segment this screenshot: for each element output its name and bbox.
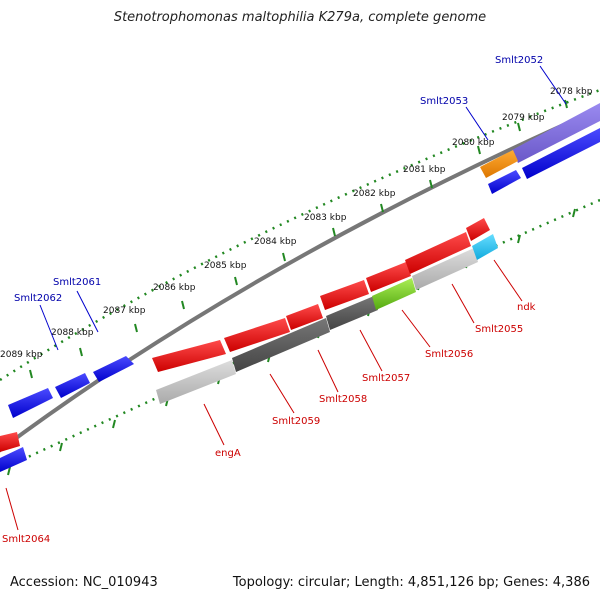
- accession-text: Accession: NC_010943: [10, 575, 158, 590]
- gene-label-smlt2053[interactable]: Smlt2053: [420, 96, 468, 107]
- gene-label-smlt2064[interactable]: Smlt2064: [2, 534, 50, 545]
- bottom-tick-track: [0, 198, 600, 472]
- gene-red-5[interactable]: [366, 262, 411, 292]
- genome-backbone-outer: [0, 106, 600, 453]
- tick-label-2079: 2079 kbp: [502, 113, 545, 123]
- gene-label-engA[interactable]: engA: [215, 448, 241, 459]
- topology-text: Topology: circular; Length: 4,851,126 bp…: [232, 575, 590, 590]
- tick-label-2088: 2088 kbp: [51, 328, 94, 338]
- tick-label-2082: 2082 kbp: [353, 189, 396, 199]
- tick-label-2083: 2083 kbp: [304, 213, 347, 223]
- gene-red-far-left[interactable]: [0, 432, 20, 452]
- tick-label-2084: 2084 kbp: [254, 237, 297, 247]
- gene-smlt2052-purple[interactable]: [512, 103, 600, 163]
- gene-smlt2061[interactable]: [93, 356, 134, 382]
- tick-label-2085: 2085 kbp: [204, 261, 247, 271]
- gene-smlt2062[interactable]: [55, 373, 90, 398]
- top-leader-lines: [39, 65, 567, 351]
- gene-label-smlt2059[interactable]: Smlt2059: [272, 416, 320, 427]
- gene-label-smlt2062[interactable]: Smlt2062: [14, 293, 62, 304]
- gene-smlt2053-orange[interactable]: [480, 150, 518, 178]
- gene-red-6[interactable]: [405, 232, 471, 274]
- gene-label-smlt2057[interactable]: Smlt2057: [362, 373, 410, 384]
- gene-label-smlt2061[interactable]: Smlt2061: [53, 277, 101, 288]
- bottom-leader-lines: [5, 259, 523, 531]
- gene-smlt2055-gray[interactable]: [412, 248, 478, 290]
- tick-label-2087: 2087 kbp: [103, 306, 146, 316]
- gene-smlt2058-gray[interactable]: [326, 296, 378, 330]
- gene-label-ndk[interactable]: ndk: [517, 302, 536, 313]
- tick-label-2078: 2078 kbp: [550, 87, 593, 97]
- gene-label-smlt2055[interactable]: Smlt2055: [475, 324, 523, 335]
- major-ticks-top: [29, 99, 568, 379]
- gene-blue-2053b[interactable]: [488, 170, 521, 194]
- gene-smlt2059-gray[interactable]: [232, 318, 330, 372]
- gene-smlt2052-blue-end[interactable]: [522, 128, 600, 179]
- gene-red-2[interactable]: [224, 318, 290, 352]
- gene-red-ndk-top[interactable]: [466, 218, 490, 241]
- tick-label-2080: 2080 kbp: [452, 138, 495, 148]
- gene-label-smlt2058[interactable]: Smlt2058: [319, 394, 367, 405]
- tick-label-2086: 2086 kbp: [153, 283, 196, 293]
- gene-red-4[interactable]: [320, 280, 369, 310]
- tick-label-2081: 2081 kbp: [403, 165, 446, 175]
- gene-red-1[interactable]: [152, 340, 226, 372]
- gene-engA-gray[interactable]: [156, 360, 236, 404]
- gene-label-smlt2052[interactable]: Smlt2052: [495, 55, 543, 66]
- gene-ndk-cyan[interactable]: [472, 234, 498, 260]
- tick-label-2089: 2089 kbp: [0, 350, 43, 360]
- gene-red-3[interactable]: [286, 304, 323, 330]
- genome-title: Stenotrophomonas maltophilia K279a, comp…: [113, 10, 487, 25]
- gene-smlt2056-green[interactable]: [372, 278, 416, 310]
- gene-label-smlt2056[interactable]: Smlt2056: [425, 349, 473, 360]
- gene-blue-left-a[interactable]: [8, 388, 53, 418]
- gene-blue-left-b[interactable]: [0, 447, 27, 472]
